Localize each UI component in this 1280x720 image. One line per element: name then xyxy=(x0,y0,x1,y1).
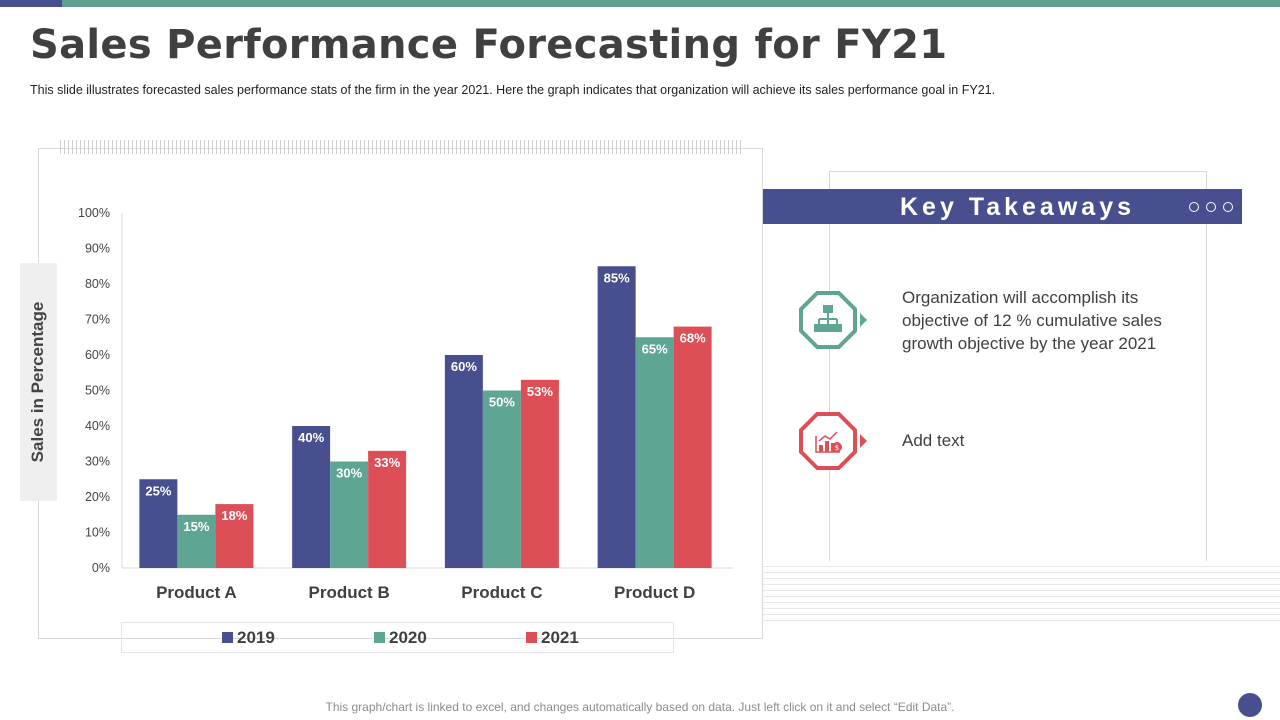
bar xyxy=(673,326,712,568)
y-tick-label: 30% xyxy=(85,455,110,469)
page-indicator-dot xyxy=(1238,693,1262,717)
chart-hatch-decoration xyxy=(60,140,742,154)
x-tick-label: Product A xyxy=(156,583,237,602)
data-label: 68% xyxy=(680,331,706,346)
footer-note: This graph/chart is linked to excel, and… xyxy=(325,700,955,714)
data-label: 18% xyxy=(221,508,247,523)
line-pattern-decoration xyxy=(763,566,1280,626)
x-tick-label: Product C xyxy=(461,583,542,602)
page-title: Sales Performance Forecasting for FY21 xyxy=(30,22,948,68)
y-tick-label: 60% xyxy=(85,348,110,362)
pointer-arrow-icon xyxy=(860,434,867,448)
legend-swatch xyxy=(222,632,233,643)
bar xyxy=(520,379,559,568)
y-tick-label: 0% xyxy=(92,561,110,575)
bar xyxy=(368,450,407,568)
takeaways-banner xyxy=(763,189,1242,224)
data-label: 15% xyxy=(183,519,209,534)
bar xyxy=(597,266,636,568)
data-label: 40% xyxy=(298,430,324,445)
bar-chart-dollar-icon: $ xyxy=(799,412,857,470)
legend-label: 2019 xyxy=(237,628,275,647)
top-accent-bar xyxy=(0,0,1280,7)
y-tick-label: 70% xyxy=(85,313,110,327)
data-label: 85% xyxy=(604,270,630,285)
data-label: 60% xyxy=(451,359,477,374)
bar xyxy=(139,479,178,568)
data-label: 30% xyxy=(336,466,362,481)
legend-swatch xyxy=(374,632,385,643)
y-tick-label: 40% xyxy=(85,419,110,433)
dot-icon xyxy=(1189,202,1199,212)
dot-icon xyxy=(1223,202,1233,212)
takeaway-text-2[interactable]: Add text xyxy=(902,431,965,450)
y-axis-label-box xyxy=(20,263,57,501)
y-tick-label: 80% xyxy=(85,277,110,291)
bar xyxy=(482,390,521,568)
y-tick-label: 100% xyxy=(78,206,110,220)
x-tick-label: Product B xyxy=(309,583,390,602)
legend-box xyxy=(121,622,674,653)
legend-label: 2021 xyxy=(541,628,579,647)
legend-label: 2020 xyxy=(389,628,427,647)
x-tick-label: Product D xyxy=(614,583,695,602)
takeaways-frame xyxy=(829,171,1207,561)
takeaways-title: Key Takeaways xyxy=(900,193,1135,221)
bar xyxy=(635,337,674,568)
page-subtitle: This slide illustrates forecasted sales … xyxy=(30,83,996,97)
data-label: 25% xyxy=(145,483,171,498)
top-accent-bar-dark xyxy=(0,0,62,7)
y-tick-label: 50% xyxy=(85,384,110,398)
legend-swatch xyxy=(526,632,537,643)
hierarchy-icon xyxy=(799,291,857,349)
data-label: 65% xyxy=(642,341,668,356)
svg-text:$: $ xyxy=(835,444,839,452)
y-tick-label: 10% xyxy=(85,526,110,540)
y-tick-label: 90% xyxy=(85,242,110,256)
data-label: 33% xyxy=(374,455,400,470)
y-tick-label: 20% xyxy=(85,490,110,504)
bar xyxy=(292,426,331,568)
bar xyxy=(177,514,216,568)
data-label: 53% xyxy=(527,384,553,399)
bar xyxy=(330,461,369,568)
bar xyxy=(444,355,483,568)
dot-icon xyxy=(1206,202,1216,212)
pointer-arrow-icon xyxy=(860,313,867,327)
data-label: 50% xyxy=(489,395,515,410)
bar xyxy=(215,504,254,568)
takeaway-text-1: Organization will accomplish its objecti… xyxy=(902,288,1162,353)
